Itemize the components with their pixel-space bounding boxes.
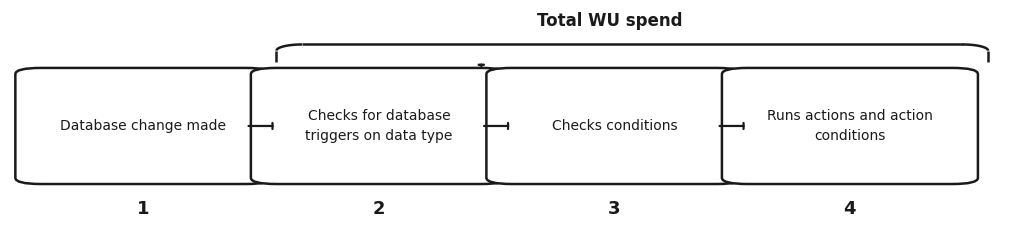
FancyBboxPatch shape bbox=[722, 68, 978, 184]
FancyBboxPatch shape bbox=[15, 68, 271, 184]
Text: Checks for database
triggers on data type: Checks for database triggers on data typ… bbox=[305, 109, 453, 143]
Text: 3: 3 bbox=[608, 200, 621, 218]
Text: 2: 2 bbox=[373, 200, 385, 218]
Text: Database change made: Database change made bbox=[60, 119, 226, 133]
Text: 4: 4 bbox=[844, 200, 856, 218]
Text: 1: 1 bbox=[137, 200, 150, 218]
Text: Total WU spend: Total WU spend bbox=[537, 12, 682, 30]
FancyBboxPatch shape bbox=[251, 68, 507, 184]
FancyBboxPatch shape bbox=[486, 68, 742, 184]
Text: Checks conditions: Checks conditions bbox=[552, 119, 677, 133]
Text: Runs actions and action
conditions: Runs actions and action conditions bbox=[767, 109, 933, 143]
